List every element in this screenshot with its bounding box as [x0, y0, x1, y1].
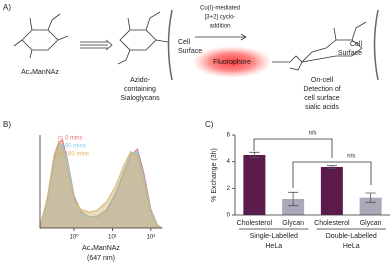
annotation: n/s [308, 131, 316, 137]
scheme-label: Cu(I)-mediated [200, 6, 240, 12]
cell-surface [373, 9, 379, 81]
scheme-label: Fluorophore [213, 59, 251, 66]
bar [359, 197, 382, 215]
scheme-label: Surface [178, 48, 202, 55]
legend-label: t= 180 mins [58, 152, 89, 158]
scheme-label: Cell [350, 41, 363, 48]
scheme-label: Detection of [303, 86, 340, 93]
error-bar [288, 191, 299, 207]
scheme-label: Ac₄ManNAz [21, 69, 59, 76]
scheme-label: Cell [178, 39, 191, 46]
scheme-label: On-cell [311, 77, 334, 84]
x-tick-label: 10² [147, 235, 156, 241]
y-tick-label: 4 [227, 159, 231, 165]
y-tick-label: 0 [227, 213, 231, 219]
arrow [195, 33, 247, 41]
bar-chart: 0 2 4 6 Cholesterol Glycan Cholesterol Glycan Si… [211, 131, 390, 250]
y-tick-label: 6 [227, 133, 231, 139]
molecule [272, 21, 367, 71]
axis [234, 135, 390, 216]
group-label: Single-Labelled [250, 233, 298, 240]
histogram-chart: t= 0 mins t= 90 mins t= 180 mins 10⁰ 10¹ 10² A… [39, 135, 164, 262]
bar [282, 199, 305, 215]
legend-label: t= 0 mins [58, 136, 83, 142]
area [39, 140, 163, 229]
legend-label: t= 90 mins [58, 144, 86, 150]
x-tick-label: 10¹ [108, 235, 117, 241]
group-label: HeLa [265, 243, 282, 250]
x-tick-label: Glycan [360, 220, 382, 227]
panel-label: A) [3, 3, 11, 12]
molecule [13, 13, 69, 59]
fluorophore-glow [192, 46, 272, 78]
molecule [117, 11, 169, 65]
scheme-label: [3+2] cyclo- [205, 15, 236, 21]
panel-label: B) [3, 120, 11, 129]
scheme-label: cell surface [304, 95, 340, 102]
x-axis-label: Ac₄ManNAz [82, 245, 120, 252]
scheme-label: addition [209, 24, 230, 30]
group-label: HeLa [343, 243, 360, 250]
arrow [80, 39, 113, 51]
bracket [292, 161, 372, 188]
scheme-label: Surface [338, 50, 362, 57]
annotation: n/s [347, 154, 355, 160]
x-axis-unit: (647 nm) [87, 255, 115, 262]
group-label: Double-Labelled [326, 233, 377, 240]
error-bar [249, 151, 260, 159]
x-tick-label: 10⁰ [69, 234, 79, 241]
error-bar [326, 165, 337, 169]
scheme-label: containing [124, 86, 156, 93]
bracket [253, 138, 333, 158]
scheme-label: Sialoglycans [120, 95, 160, 102]
scheme-label: sialic acids [305, 104, 339, 111]
x-tick-label: Glycan [282, 220, 304, 227]
scheme-text: Ac₄ManNAz Azido-containing Sialoglycans Cu(… [21, 6, 362, 111]
scheme-label: Azido- [130, 77, 151, 84]
axis [39, 135, 162, 229]
error-bar [365, 192, 376, 203]
y-axis-label: % Exchange (3h) [211, 148, 218, 202]
panel-label: C) [205, 120, 214, 129]
area [39, 143, 164, 229]
y-tick-label: 2 [227, 186, 231, 192]
x-tick-label: Cholesterol [314, 220, 350, 227]
bar [243, 155, 266, 215]
cell-surface [167, 9, 173, 81]
x-tick-label: Cholesterol [237, 220, 273, 227]
bar [320, 167, 343, 215]
